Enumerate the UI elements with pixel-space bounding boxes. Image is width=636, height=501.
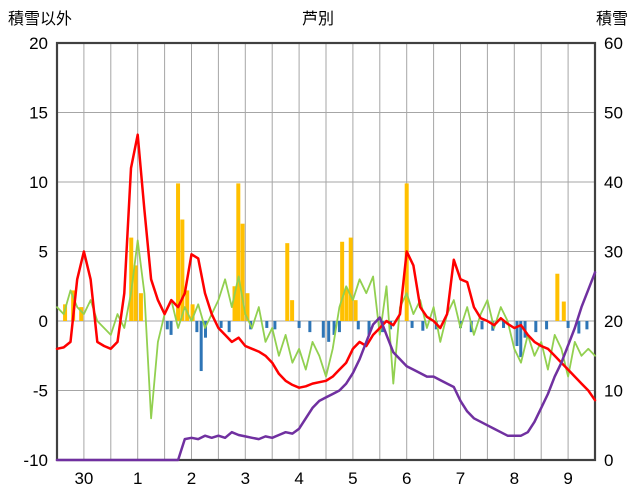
negative-blue-bars-bar <box>519 321 523 358</box>
x-tick-label: 3 <box>241 469 250 488</box>
negative-blue-bars-bar <box>273 321 277 330</box>
y-right-tick-label: 60 <box>604 34 623 53</box>
negative-blue-bars-bar <box>577 321 581 334</box>
negative-blue-bars-bar <box>297 321 301 328</box>
purple-snow-depth-line-path <box>55 271 597 462</box>
precipitation-bars-bar <box>129 237 134 321</box>
negative-blue-bars-bar <box>227 321 231 333</box>
negative-blue-bars-bar <box>367 321 371 335</box>
chart-title: 芦別 <box>301 11 334 28</box>
negative-blue-bars-bar <box>337 321 341 333</box>
negative-blue-bars-bar <box>410 321 414 328</box>
red-temperature-line-path <box>55 133 597 402</box>
negative-blue-bars-bar <box>203 321 207 338</box>
y-left-tick-label: 0 <box>39 312 48 331</box>
y-left-tick-label: 20 <box>29 34 48 53</box>
negative-blue-bars-bar <box>327 321 331 342</box>
y-left-tick-label: -5 <box>33 382 48 401</box>
y-right-tick-label: 10 <box>604 382 623 401</box>
precipitation-bars-bar <box>185 290 190 321</box>
x-tick-label: 5 <box>348 469 357 488</box>
y-left-tick-label: 5 <box>39 243 48 262</box>
y-left-tick-label: -10 <box>23 451 48 470</box>
y-right-tick-label: 30 <box>604 243 623 262</box>
precipitation-bars-bar <box>176 183 181 321</box>
y-right-tick-label: 50 <box>604 104 623 123</box>
precipitation-bars-bar <box>353 300 358 321</box>
red-temperature-line <box>55 133 597 402</box>
negative-blue-bars-bar <box>308 321 312 333</box>
left-axis-title: 積雪以外 <box>8 11 73 28</box>
precipitation-bars-bar <box>138 293 143 321</box>
x-tick-label: 9 <box>563 469 572 488</box>
precipitation-bars-bar <box>63 304 68 321</box>
y-right-tick-label: 40 <box>604 173 623 192</box>
plot-border <box>55 41 597 462</box>
y-left-tick-label: 15 <box>29 104 48 123</box>
negative-blue-bars-bar <box>515 321 519 347</box>
precipitation-bars-bar <box>79 307 84 321</box>
negative-blue-bars-bar <box>169 321 173 335</box>
x-tick-label: 1 <box>133 469 142 488</box>
x-tick-label: 30 <box>74 469 93 488</box>
x-tick-label: 6 <box>402 469 411 488</box>
negative-blue-bars-bar <box>332 321 336 335</box>
precipitation-bars-bar <box>245 293 250 321</box>
negative-blue-bars-bar <box>356 321 360 330</box>
x-tick-label: 7 <box>456 469 465 488</box>
precipitation-bars-bar <box>236 183 241 321</box>
negative-blue-bars-bar <box>165 321 169 330</box>
negative-blue-bars-bar <box>421 321 425 331</box>
y-right-tick-label: 20 <box>604 312 623 331</box>
precipitation-bars-bar <box>561 301 566 321</box>
precipitation-bars-bar <box>555 273 560 321</box>
green-line <box>56 239 596 420</box>
precipitation-bars-bar <box>340 241 345 321</box>
negative-blue-bars-bar <box>502 321 506 328</box>
negative-blue-bars-bar <box>585 321 589 330</box>
right-axis-title: 積雪 <box>595 11 628 28</box>
precipitation-bars-bar <box>290 300 295 321</box>
precipitation-bars-bar <box>133 265 138 321</box>
x-tick-label: 4 <box>294 469 303 488</box>
precipitation-bars-bar <box>240 223 245 321</box>
precipitation-bars-bar <box>180 219 185 321</box>
x-tick-label: 8 <box>510 469 519 488</box>
precipitation-bars-bar <box>232 286 237 321</box>
negative-blue-bars-bar <box>545 321 549 330</box>
negative-blue-bars-bar <box>534 321 538 333</box>
negative-blue-bars-bar <box>199 321 203 372</box>
x-tick-label: 2 <box>187 469 196 488</box>
y-left-tick-label: 10 <box>29 173 48 192</box>
green-line-path <box>56 239 596 420</box>
precipitation-bars-bar <box>285 243 290 321</box>
negative-blue-bars-bar <box>195 321 199 333</box>
negative-blue-bars-bar <box>321 321 325 338</box>
negative-blue-bars-bar <box>265 321 269 328</box>
purple-snow-depth-line <box>55 271 597 462</box>
negative-blue-bars-bar <box>566 321 570 328</box>
precipitation-bars-bar <box>348 237 353 321</box>
negative-blue-bars-bar <box>219 321 223 328</box>
y-right-tick-label: 0 <box>604 451 613 470</box>
negative-blue-bars-bar <box>480 321 484 330</box>
precipitation-bars-bar <box>190 304 195 321</box>
negative-blue-bars <box>165 321 589 372</box>
negative-blue-bars-bar <box>389 321 393 330</box>
precipitation-bars-bar <box>344 289 349 321</box>
